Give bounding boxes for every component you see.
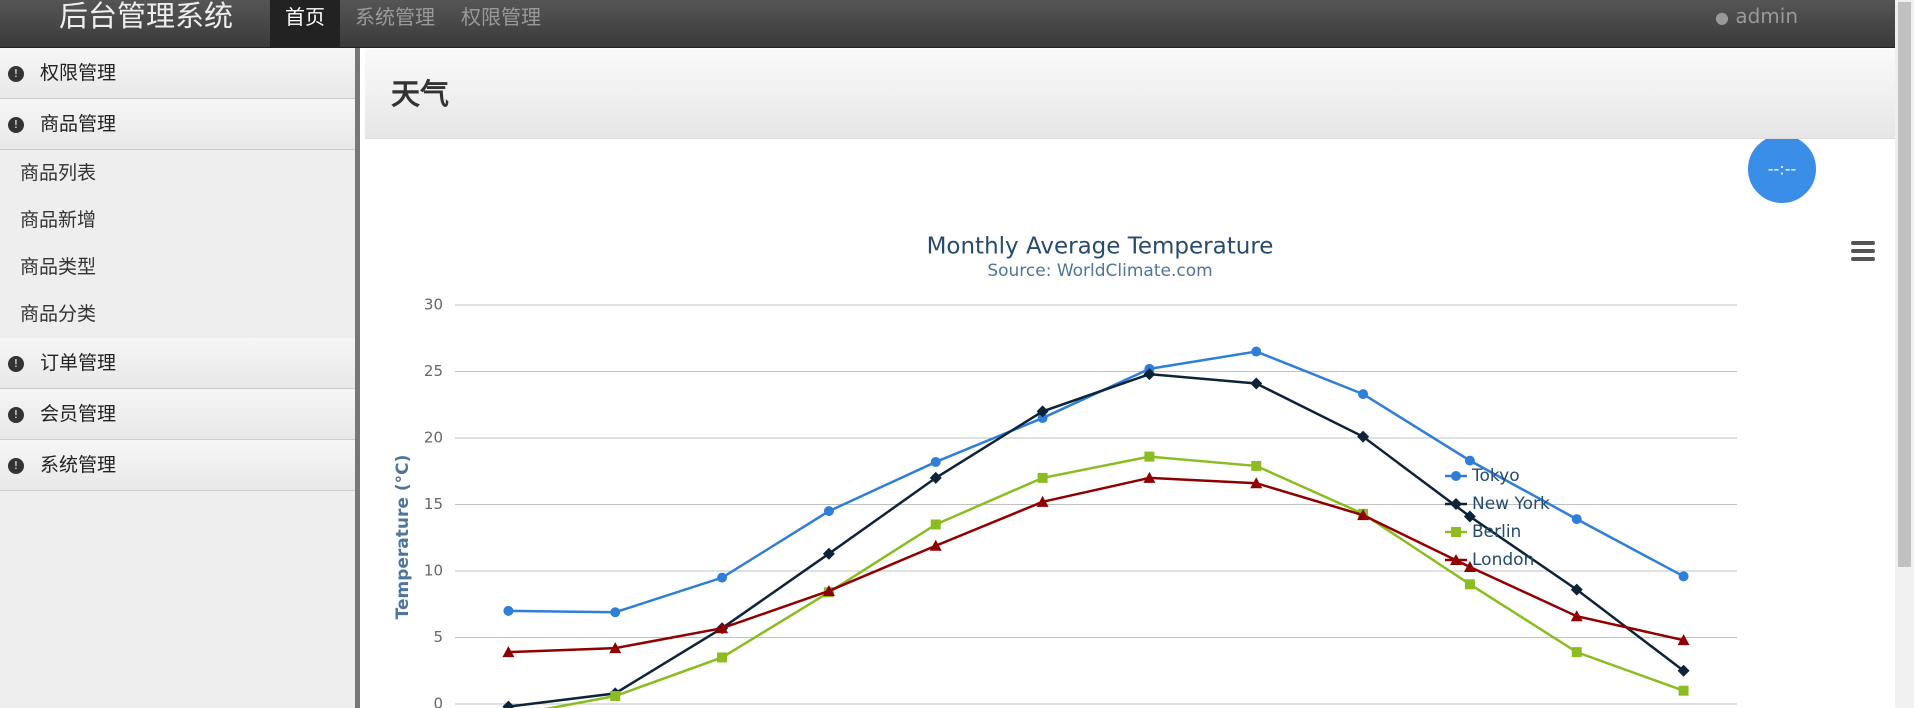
point [1143,368,1156,381]
point [929,539,942,551]
legend-marker [1450,498,1462,510]
y-tick-label: 20 [424,429,443,447]
point [1036,495,1049,507]
point [1570,610,1583,622]
top-bar: 后台管理系统 首页 系统管理 权限管理 ● admin [0,0,1914,48]
point [503,605,514,616]
nav-item[interactable]: 系统管理 [355,5,435,29]
y-tick-label: 25 [424,362,443,380]
point [717,652,728,663]
point [1143,471,1156,483]
point [929,471,942,484]
menu-item[interactable]: 商品列表 [0,150,355,197]
point [1450,498,1462,510]
point [1678,685,1689,696]
point [502,646,515,658]
point [1251,346,1262,357]
series-line [508,372,1685,708]
y-tick-label: 10 [424,562,443,580]
point [1450,554,1462,565]
y-axis-title: Temperature (°C) [393,455,413,620]
point [1677,634,1690,646]
menu-group[interactable]: 商品管理! [0,99,355,150]
clock-time: --:-- [1768,160,1796,179]
user-menu[interactable]: ● admin [1715,4,1798,28]
legend-label[interactable]: Berlin [1472,522,1521,542]
point [1677,664,1690,677]
point [930,456,941,467]
menu-item[interactable]: 商品新增 [0,197,355,244]
point [502,700,515,708]
point [610,691,621,702]
chart-subtitle: Source: WorldClimate.com [987,261,1212,281]
menu-icon [1851,241,1875,245]
menu-item[interactable]: 商品分类 [0,291,355,338]
menu-icon [1851,257,1875,261]
user-name[interactable]: admin [1735,4,1798,28]
point [1464,455,1475,466]
point [610,607,621,618]
nav-item[interactable]: 首页 [270,0,340,47]
y-tick-label: 5 [433,628,443,646]
menu-group[interactable]: 系统管理! [0,440,355,491]
main: 天气 --:-- Monthly Average Temperature Sourc… [365,49,1895,708]
point [609,642,622,654]
legend-label[interactable]: New York [1472,494,1550,514]
point [1251,460,1262,471]
point [1036,405,1049,418]
point [1250,377,1263,390]
point [1037,413,1048,424]
chart-title: Monthly Average Temperature [927,234,1274,260]
menu-item[interactable]: 商品类型 [0,244,355,291]
menu-group[interactable]: 订单管理! [0,338,355,389]
point [822,584,835,596]
y-tick-label: 15 [424,495,443,513]
y-tick-label: 30 [424,296,443,314]
scrollbar[interactable] [1895,0,1914,708]
series-line [544,455,1685,708]
point [1250,477,1263,489]
point [1358,389,1369,400]
point [1037,472,1048,483]
brand[interactable]: 后台管理系统 [59,0,234,33]
chart: --:-- Monthly Average TemperatureSource: … [393,139,1875,708]
point [1451,471,1461,481]
point [1357,430,1370,443]
clock[interactable] [1744,139,1820,207]
legend-marker [1450,554,1462,565]
point [930,519,941,530]
legend-marker [1451,527,1461,537]
point [1357,509,1370,521]
point [1571,647,1582,658]
menu-group[interactable]: 权限管理! [0,48,355,99]
point [717,572,728,583]
point [716,622,729,634]
menu-group[interactable]: 会员管理! [0,389,355,440]
point [1463,561,1476,573]
point [822,547,835,560]
point [1570,583,1583,596]
series-line [508,476,1684,654]
legend-label[interactable]: London [1472,550,1534,570]
nav-item[interactable]: 权限管理 [461,5,541,29]
legend-label[interactable]: Tokyo [1471,466,1520,486]
point [1144,451,1155,462]
sidebar: 权限管理! 商品管理! 商品列表 商品新增 商品类型 商品分类 订单管理! 会员管理! 系统管理… [0,48,360,708]
y-tick-label: 0 [433,695,443,708]
point [1571,514,1582,525]
legend-marker [1451,471,1461,481]
point [1678,571,1689,582]
page-title: 天气 [365,49,1895,139]
point [1464,579,1475,590]
point [1451,527,1461,537]
menu-icon [1851,249,1875,253]
point [823,506,834,517]
